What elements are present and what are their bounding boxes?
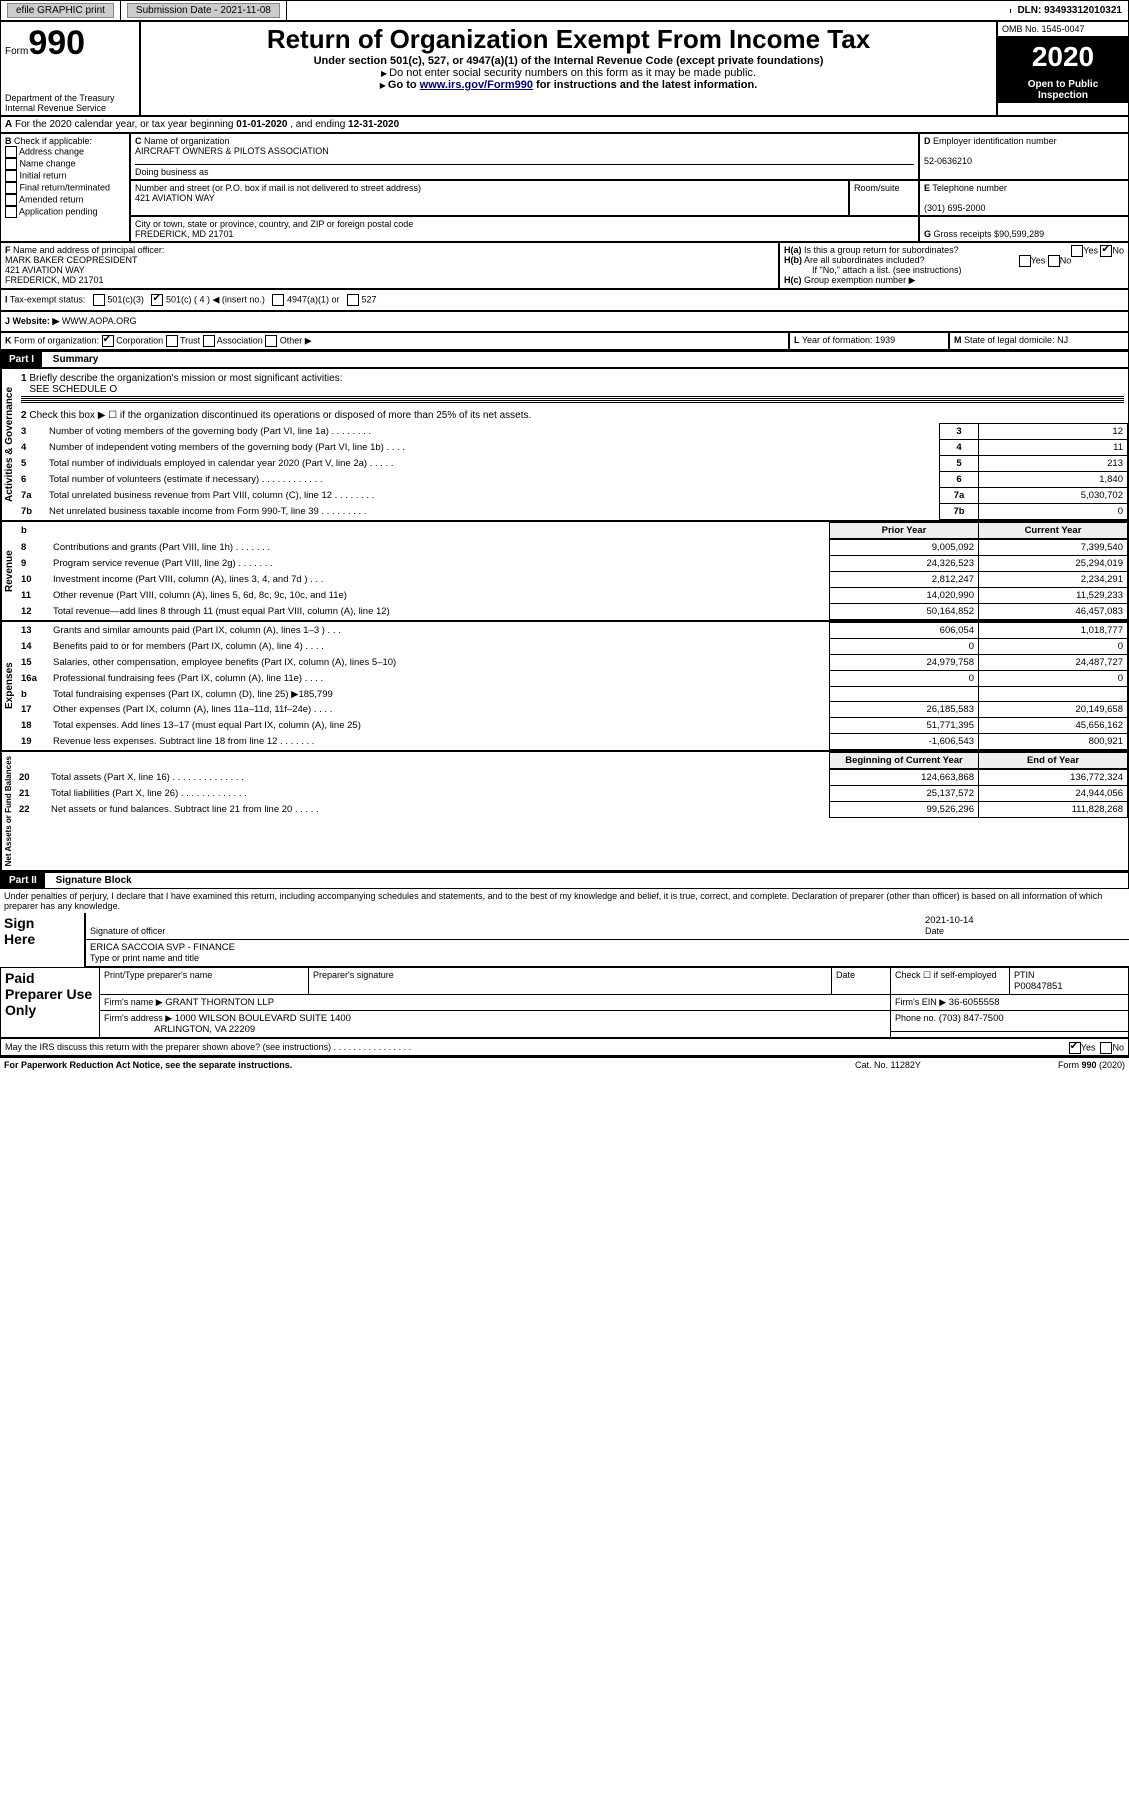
section-h: H(a) Is this a group return for subordin… <box>779 242 1129 289</box>
line2: Check this box ▶ ☐ if the organization d… <box>29 410 531 421</box>
efile-btn[interactable]: efile GRAPHIC print <box>7 3 114 18</box>
footer-mid: Cat. No. 11282Y <box>855 1060 1005 1070</box>
irs-link[interactable]: www.irs.gov/Form990 <box>420 79 533 91</box>
form-header: Form990 Department of the Treasury Inter… <box>0 21 1129 116</box>
side-rev: Revenue <box>1 522 17 620</box>
omb: OMB No. 1545-0047 <box>998 22 1128 37</box>
table-rev-hdr: bPrior YearCurrent Year <box>17 522 1128 539</box>
paid-preparer-block: Paid Preparer Use Only Print/Type prepar… <box>0 967 1129 1038</box>
table-row: bTotal fundraising expenses (Part IX, co… <box>17 687 1128 702</box>
table-row: 3Number of voting members of the governi… <box>17 424 1128 440</box>
table-row: 14Benefits paid to or for members (Part … <box>17 639 1128 655</box>
table-row: 8Contributions and grants (Part VIII, li… <box>17 540 1128 556</box>
section-l: L Year of formation: 1939 <box>789 332 949 350</box>
footer-left: For Paperwork Reduction Act Notice, see … <box>4 1060 292 1070</box>
section-c-name: C Name of organizationAIRCRAFT OWNERS & … <box>130 133 919 180</box>
side-exp: Expenses <box>1 622 17 750</box>
table-row: 10Investment income (Part VIII, column (… <box>17 572 1128 588</box>
discuss-row: May the IRS discuss this return with the… <box>0 1038 1129 1056</box>
table-rev: 8Contributions and grants (Part VIII, li… <box>17 539 1128 620</box>
line1-label: Briefly describe the organization's miss… <box>29 373 342 384</box>
part1-label: Part I <box>1 352 42 367</box>
section-f: F Name and address of principal officer:… <box>0 242 779 289</box>
room-suite: Room/suite <box>849 180 919 216</box>
section-k: K Form of organization: Corporation Trus… <box>0 332 789 350</box>
line1-value: SEE SCHEDULE O <box>29 384 117 395</box>
table-row: 11Other revenue (Part VIII, column (A), … <box>17 588 1128 604</box>
subtitle: Under section 501(c), 527, or 4947(a)(1)… <box>314 55 824 67</box>
form-title: Return of Organization Exempt From Incom… <box>145 24 992 55</box>
table-row: 19Revenue less expenses. Subtract line 1… <box>17 734 1128 750</box>
footer-right: Form 990 (2020) <box>1005 1060 1125 1070</box>
table-row: 12Total revenue—add lines 8 through 11 (… <box>17 604 1128 620</box>
section-j: J Website: ▶ WWW.AOPA.ORG <box>0 311 1129 332</box>
table-exp: 13Grants and similar amounts paid (Part … <box>17 622 1128 750</box>
table-row: 7bNet unrelated business taxable income … <box>17 504 1128 520</box>
section-m: M State of legal domicile: NJ <box>949 332 1129 350</box>
table-row: 21Total liabilities (Part X, line 26) . … <box>15 786 1128 802</box>
table-row: 16aProfessional fundraising fees (Part I… <box>17 671 1128 687</box>
table-row: 17Other expenses (Part IX, column (A), l… <box>17 702 1128 718</box>
table-na: 20Total assets (Part X, line 16) . . . .… <box>15 769 1128 818</box>
inspection: Open to Public Inspection <box>998 77 1128 103</box>
part2-label: Part II <box>1 873 45 888</box>
section-g: G Gross receipts $90,599,289 <box>919 216 1129 242</box>
note-ssn: Do not enter social security numbers on … <box>389 67 756 79</box>
table-row: 18Total expenses. Add lines 13–17 (must … <box>17 718 1128 734</box>
table-row: 20Total assets (Part X, line 16) . . . .… <box>15 770 1128 786</box>
side-na: Net Assets or Fund Balances <box>1 752 15 870</box>
table-na-hdr: Beginning of Current YearEnd of Year <box>15 752 1128 769</box>
table-row: 5Total number of individuals employed in… <box>17 456 1128 472</box>
top-bar: efile GRAPHIC print Submission Date - 20… <box>0 0 1129 21</box>
form-label: Form <box>5 46 28 57</box>
section-e: E Telephone number(301) 695-2000 <box>919 180 1129 216</box>
part1-title: Summary <box>45 354 99 365</box>
table-ag: 3Number of voting members of the governi… <box>17 423 1128 520</box>
line-a: A For the 2020 calendar year, or tax yea… <box>0 116 1129 133</box>
table-row: 9Program service revenue (Part VIII, lin… <box>17 556 1128 572</box>
section-b: B Check if applicable: Address change Na… <box>0 133 130 242</box>
tax-year: 2020 <box>998 37 1128 77</box>
side-ag: Activities & Governance <box>1 369 17 520</box>
section-c-street: Number and street (or P.O. box if mail i… <box>130 180 849 216</box>
submission-btn[interactable]: Submission Date - 2021-11-08 <box>127 3 280 18</box>
declaration: Under penalties of perjury, I declare th… <box>0 889 1129 913</box>
form-number: 990 <box>28 24 85 62</box>
table-row: 15Salaries, other compensation, employee… <box>17 655 1128 671</box>
sign-here-block: Sign Here Signature of officer 2021-10-1… <box>0 913 1129 967</box>
section-c-city: City or town, state or province, country… <box>130 216 919 242</box>
table-row: 13Grants and similar amounts paid (Part … <box>17 623 1128 639</box>
table-row: 22Net assets or fund balances. Subtract … <box>15 802 1128 818</box>
dept: Department of the Treasury Internal Reve… <box>5 93 135 113</box>
table-row: 6Total number of volunteers (estimate if… <box>17 472 1128 488</box>
table-row: 7aTotal unrelated business revenue from … <box>17 488 1128 504</box>
section-i: I Tax-exempt status: 501(c)(3) 501(c) ( … <box>0 289 1129 311</box>
table-row: 4Number of independent voting members of… <box>17 440 1128 456</box>
part2-title: Signature Block <box>48 875 132 886</box>
section-d: D Employer identification number52-06362… <box>919 133 1129 180</box>
